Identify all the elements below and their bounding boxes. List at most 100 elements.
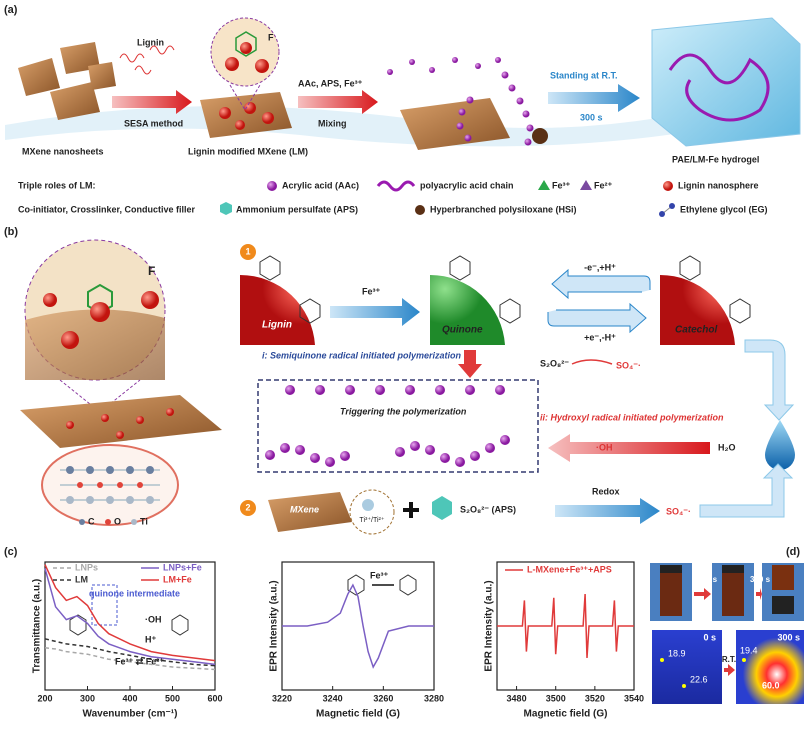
route-label: 2 (245, 502, 250, 512)
legend-item: polyacrylic acid chain (420, 180, 514, 190)
series-line (282, 583, 434, 669)
series-line (497, 593, 634, 659)
label: i: Semiquinone radical initiated polymer… (262, 350, 462, 360)
x-tick-label: 3520 (585, 693, 605, 703)
legend-label: LNPs (75, 562, 98, 572)
label: 300 s (580, 112, 603, 122)
mixing-sheet (400, 98, 510, 150)
label: Lignin (262, 320, 292, 331)
arrow (112, 90, 192, 114)
label: SO₄⁻· (616, 360, 641, 370)
label: ·OH (596, 442, 613, 452)
label: F (148, 264, 155, 278)
label: Fe³⁺ (362, 286, 381, 296)
legend-title: Triple roles of LM: (18, 180, 96, 190)
label: F (268, 32, 274, 42)
label: SO₄⁻· (666, 506, 691, 516)
legend-label: LM+Fe (163, 574, 192, 584)
arrow (548, 434, 710, 462)
x-tick-label: 3480 (507, 693, 527, 703)
water-drop (765, 420, 795, 470)
lm-sheet (200, 92, 292, 138)
panel-label: (b) (4, 226, 18, 238)
arrow (330, 298, 420, 326)
temp: 22.6 (690, 674, 708, 684)
label: Catechol (675, 325, 717, 336)
x-tick-label: 3280 (424, 693, 444, 703)
panel-label: (c) (4, 546, 18, 558)
label: Standing at R.T. (550, 70, 618, 80)
series-line (44, 638, 216, 667)
label: Lignin modified MXene (LM) (188, 146, 308, 156)
monomers (265, 385, 510, 467)
legend-item: Lignin nanosphere (678, 180, 759, 190)
label: PAE/LM-Fe hydrogel (672, 154, 759, 164)
monomers (387, 57, 534, 146)
label: 0 s (703, 632, 716, 642)
route-label: 1 (245, 246, 250, 256)
legend-item: Ammonium persulfate (APS) (236, 204, 358, 214)
y-axis-label: EPR Intensity (a.u.) (269, 580, 280, 671)
label: -e⁻,+H⁺ (584, 262, 616, 272)
y-axis-label: Transmittance (a.u.) (32, 579, 43, 673)
x-tick-label: 3220 (272, 693, 292, 703)
label: Ti³⁺/Ti²⁺ (359, 517, 384, 524)
panel-a: (a) Lignin SESA method MXene nanosheets … (4, 4, 801, 217)
arrow (547, 302, 647, 334)
annotation: Fe³⁺ ⇄ Fe²⁺ (115, 656, 164, 666)
hsi (532, 128, 548, 144)
series-line (44, 564, 216, 662)
mxene-sheets (18, 42, 116, 120)
legend-item: Acrylic acid (AAc) (282, 180, 359, 190)
mxene-sheet (268, 492, 352, 532)
annotation: ·OH (145, 614, 162, 624)
arrow (298, 90, 378, 114)
x-axis-label: Magnetic field (G) (524, 709, 608, 720)
atom-legend: Ti (140, 516, 148, 526)
reaction-box (257, 379, 539, 473)
x-tick-label: 3240 (323, 693, 343, 703)
annotation: H⁺ (145, 634, 156, 644)
lignin-particle (240, 274, 315, 345)
x-tick-label: 3540 (624, 693, 644, 703)
label: Lignin (137, 37, 164, 47)
panel-label: (a) (4, 4, 18, 16)
lignin-chains (119, 45, 175, 75)
label: 300 s (750, 575, 771, 584)
x-axis-label: Magnetic field (G) (316, 709, 400, 720)
polymer-network (668, 53, 770, 122)
atom-legend: C (88, 516, 95, 526)
label: R.T. (722, 655, 736, 664)
label: H₂O (718, 442, 736, 452)
legend-item: Hyperbranched polysiloxane (HSi) (430, 204, 577, 214)
label: MXene (290, 504, 319, 514)
legend-roles: Co-initiator, Crosslinker, Conductive fi… (18, 204, 196, 214)
route-badge (240, 244, 256, 260)
legend-label: L-MXene+Fe³⁺+APS (527, 564, 612, 574)
x-axis-label: Wavenumber (cm⁻¹) (83, 709, 178, 720)
y-axis-label: EPR Intensity (a.u.) (484, 580, 495, 671)
legend-label: LNPs+Fe (163, 562, 202, 572)
legend-item: Fe²⁺ (594, 180, 613, 190)
panel-b: (b) F C O Ti 1 Lignin Fe³⁺ Quinone -e⁻,+… (4, 226, 795, 535)
label: 150 s (697, 575, 718, 584)
x-tick-label: 200 (37, 693, 52, 703)
label: SESA method (124, 118, 183, 128)
label: +e⁻,-H⁺ (584, 332, 616, 342)
label: S₂O₈²⁻ (APS) (460, 504, 516, 514)
catechol-particle (660, 274, 735, 345)
route-badge (240, 500, 256, 516)
panel-d: (d) 150 s 300 s 0 s 18.9 22.6 R.T. 300 s… (650, 546, 804, 704)
series-line (44, 647, 216, 671)
plus (403, 502, 419, 518)
arrow (744, 339, 795, 421)
arrow (699, 463, 794, 518)
x-tick-label: 400 (122, 693, 137, 703)
atom-legend: O (114, 516, 121, 526)
legend-item: Fe³⁺ (552, 180, 571, 190)
label: Triggering the polymerization (340, 406, 467, 416)
series-line (44, 568, 216, 666)
x-tick-label: 500 (165, 693, 180, 703)
annotation: quinone intermediate (89, 588, 180, 598)
